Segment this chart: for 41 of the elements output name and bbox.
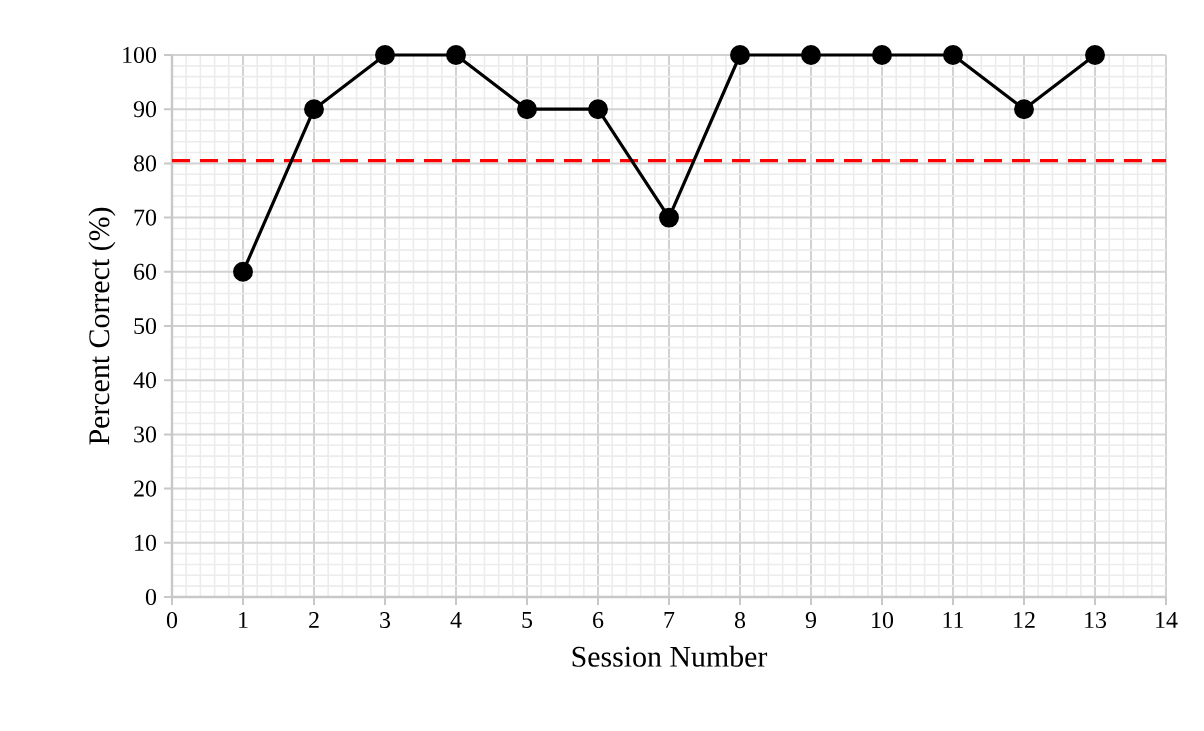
y-tick-label: 80 (133, 155, 157, 172)
point (517, 99, 537, 120)
point (446, 45, 466, 65)
x-tick-label: 12 (1014, 612, 1035, 628)
y-tick-label: 50 (134, 317, 157, 335)
y-tick-label: 0 (145, 588, 157, 606)
point (1085, 45, 1105, 65)
y-tick-label: 70 (134, 209, 157, 226)
y-tick-label: 10 (135, 534, 157, 551)
point (375, 45, 395, 65)
point (943, 45, 963, 65)
y-tick-label: 60 (134, 263, 157, 280)
y-tick-label: 40 (133, 372, 157, 389)
x-tick-label: 2 (309, 612, 319, 628)
x-tick-label: 3 (380, 612, 391, 629)
y-axis-title: Percent Correct (%) (88, 207, 116, 445)
point (588, 99, 608, 120)
x-tick-label: 10 (872, 612, 894, 629)
x-tick-label: 5 (522, 612, 533, 628)
y-tick-label: 100 (123, 46, 157, 64)
x-tick-label: 9 (805, 612, 816, 629)
point (872, 45, 892, 65)
point (801, 45, 821, 65)
x-tick-label: 8 (734, 612, 746, 629)
x-tick-label: 7 (664, 612, 675, 628)
point (659, 207, 679, 228)
point (1014, 99, 1034, 120)
x-tick-label: 4 (450, 612, 462, 628)
point (304, 99, 324, 120)
x-tick-label: 13 (1085, 612, 1107, 629)
x-tick-label: 0 (166, 612, 178, 629)
x-tick-label: 6 (593, 612, 604, 629)
y-tick-label: 20 (134, 480, 157, 497)
y-tick-label: 90 (133, 101, 157, 118)
x-tick-label: 14 (1156, 612, 1178, 628)
x-tick-label: 1 (239, 612, 248, 628)
point (233, 261, 253, 282)
x-tick-label: 11 (943, 612, 964, 628)
point (730, 45, 750, 65)
y-tick-label: 30 (134, 426, 157, 443)
x-axis-title: Session Number (572, 645, 768, 667)
